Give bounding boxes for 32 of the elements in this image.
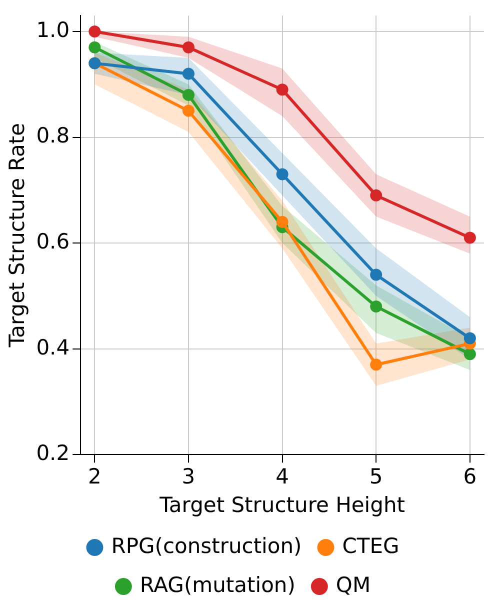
x-tick-label: 4	[276, 464, 289, 489]
legend-label: RAG(mutation)	[140, 572, 296, 597]
point	[276, 216, 288, 228]
point	[88, 25, 101, 38]
x-axis-title: Target Structure Height	[158, 492, 406, 517]
point	[370, 268, 382, 281]
point	[182, 41, 194, 54]
point	[464, 348, 476, 360]
point	[88, 41, 101, 54]
point	[182, 104, 194, 117]
legend-label: QM	[336, 572, 371, 597]
point	[370, 189, 382, 202]
legend-label: CTEG	[342, 534, 400, 558]
y-tick-label: 1.0	[36, 18, 70, 42]
x-tick-label: 3	[182, 464, 196, 489]
point	[276, 84, 288, 96]
y-tick-label: 0.6	[36, 229, 70, 254]
point	[182, 88, 194, 101]
point	[370, 358, 382, 371]
y-tick-label: 0.2	[36, 441, 70, 466]
legend-label: RPG(construction)	[111, 534, 302, 558]
point	[464, 332, 476, 344]
point	[182, 68, 194, 80]
point	[276, 168, 288, 180]
x-tick-label: 5	[369, 464, 383, 489]
x-tick-label: 6	[463, 464, 477, 489]
x-tick-label: 2	[88, 464, 102, 489]
y-tick-label: 0.4	[36, 335, 70, 360]
y-tick-label: 0.8	[36, 124, 70, 148]
y-axis-title: Target Structure Rate	[5, 123, 30, 348]
point	[464, 232, 476, 244]
point	[370, 300, 382, 313]
